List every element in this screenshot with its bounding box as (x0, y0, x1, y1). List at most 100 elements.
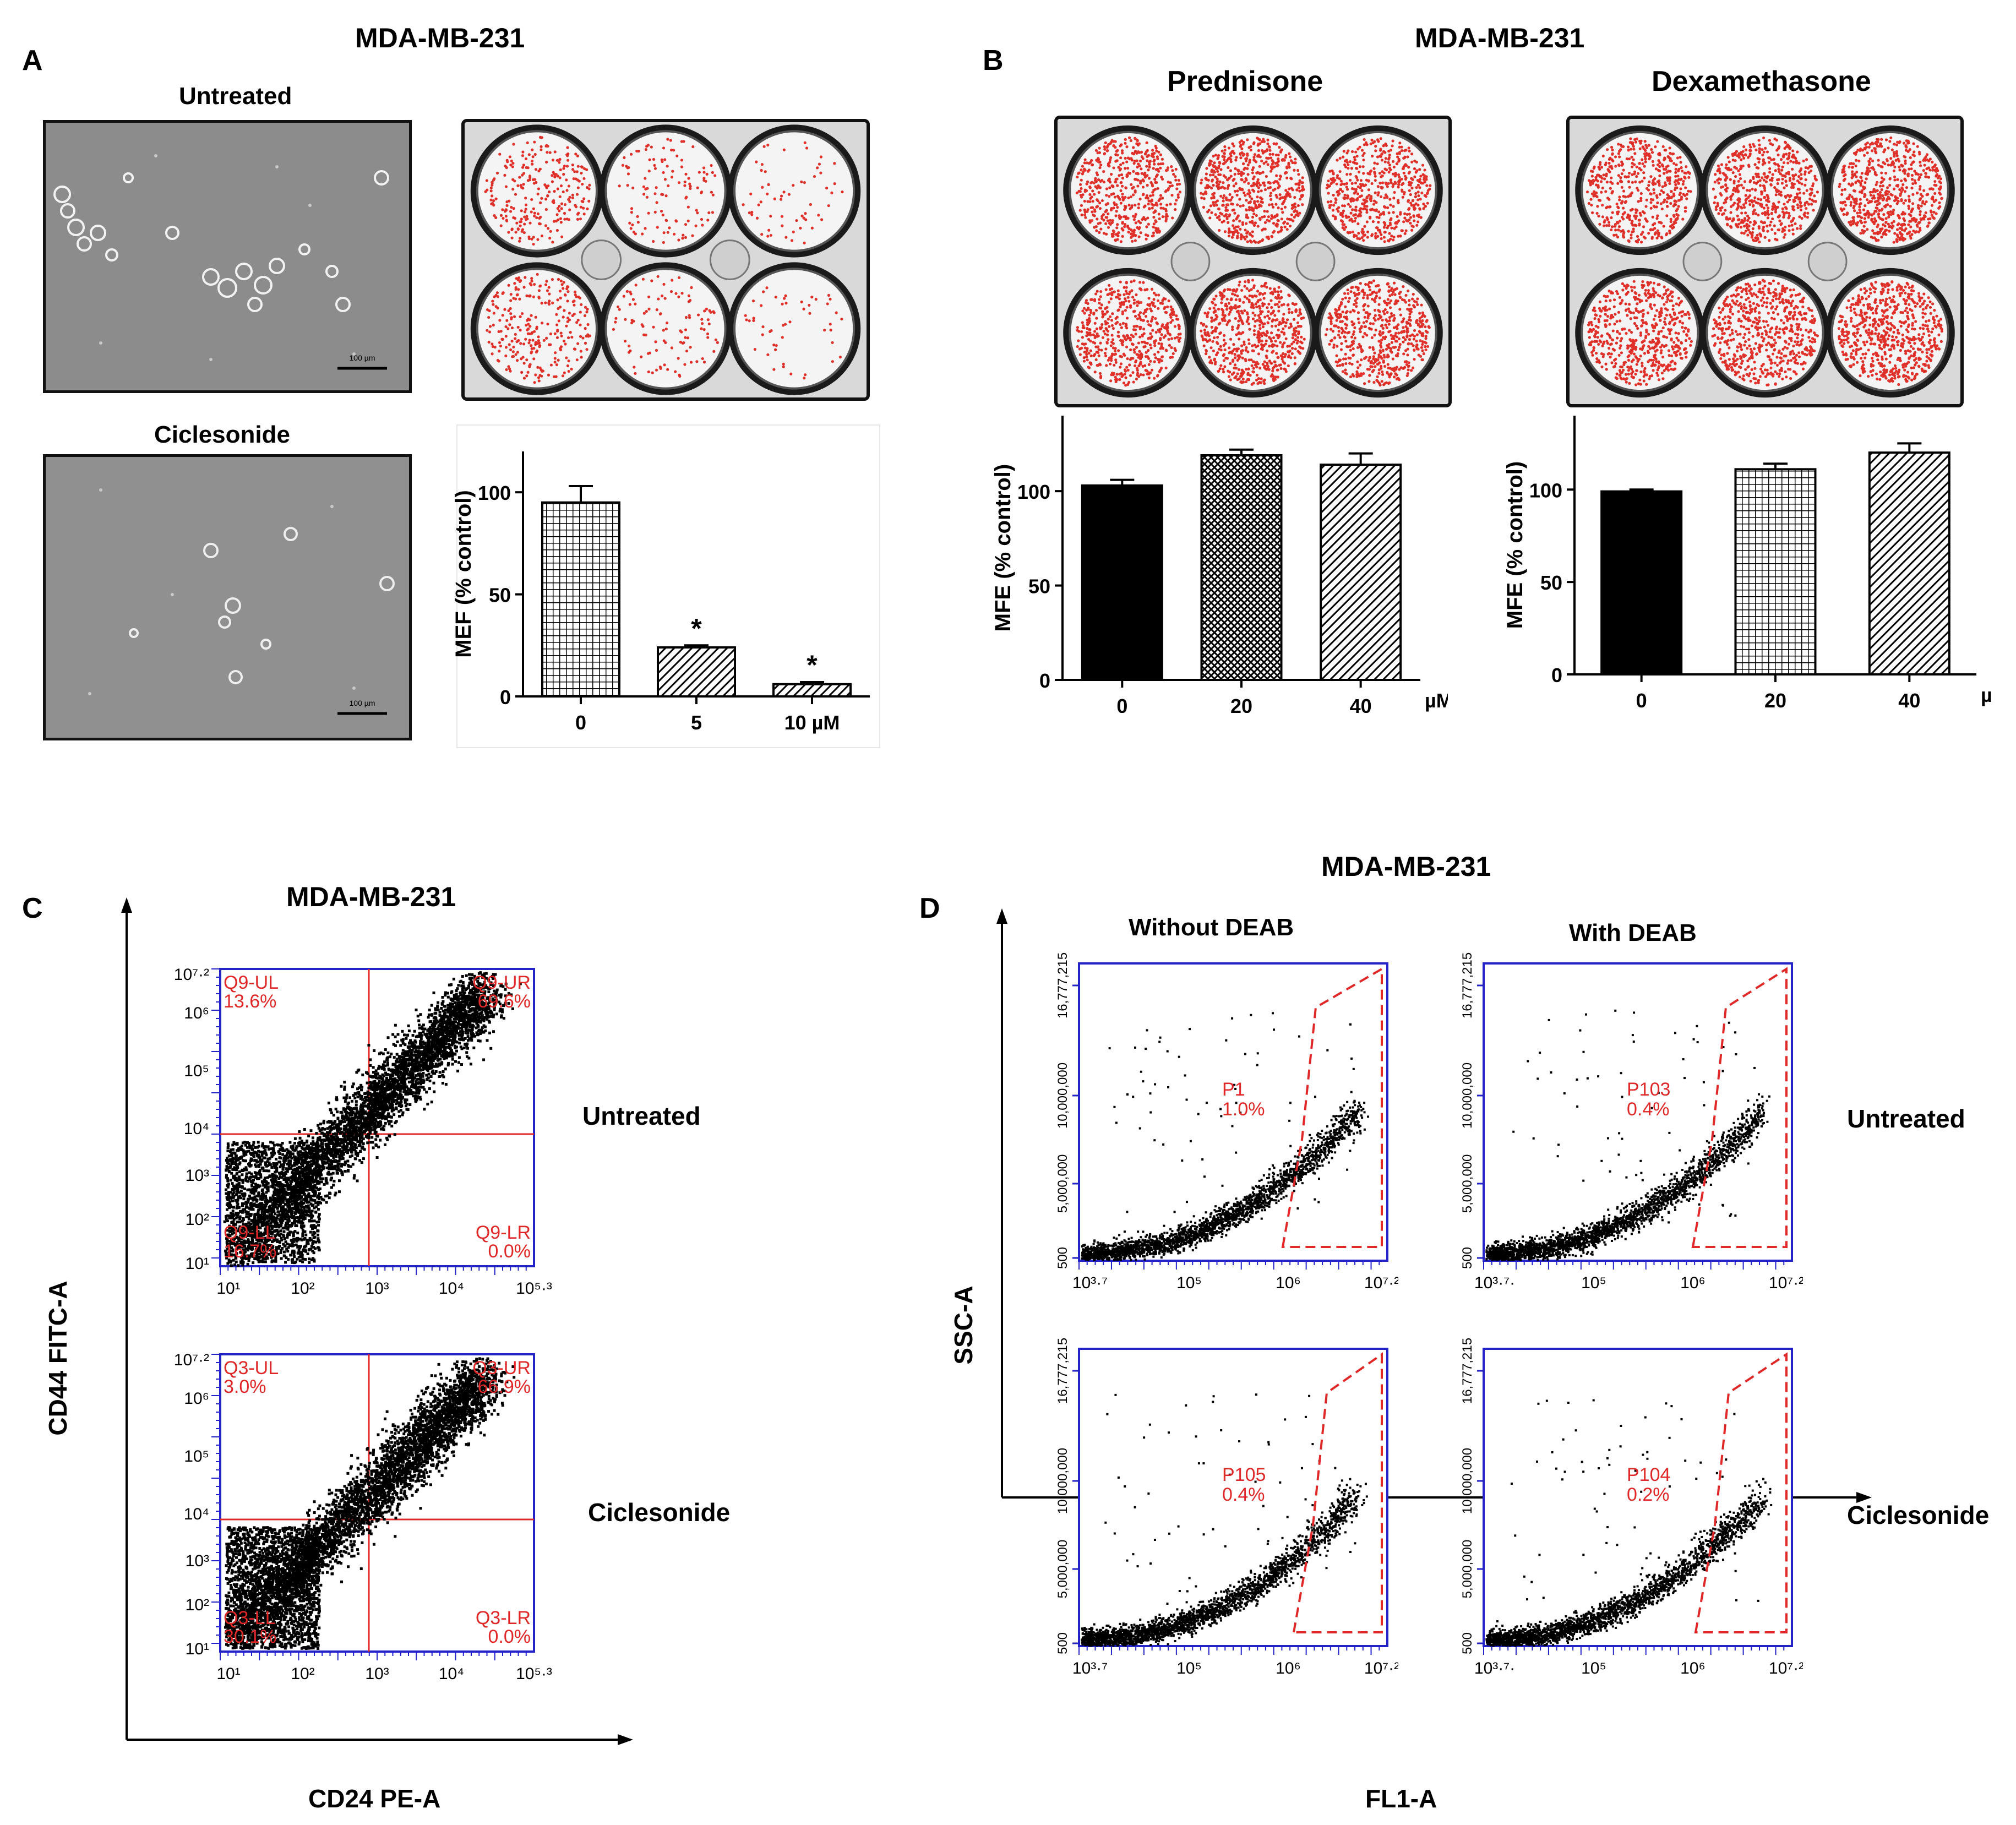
colony (1379, 341, 1383, 345)
colony (1093, 298, 1097, 301)
colony (1269, 217, 1273, 220)
colony (540, 234, 544, 238)
colony (1266, 163, 1269, 166)
colony (1165, 326, 1169, 330)
y-axis-label: MEF (% control) (451, 490, 476, 657)
colony (1650, 236, 1654, 239)
colony (1283, 341, 1286, 345)
colony (1386, 282, 1390, 285)
colony (1263, 184, 1266, 187)
colony (1227, 375, 1231, 378)
colony (1267, 186, 1270, 190)
colony (1277, 157, 1280, 161)
colony (1647, 232, 1650, 235)
colony (1331, 330, 1334, 333)
colony (1228, 346, 1231, 350)
colony (1093, 193, 1096, 196)
colony (1216, 336, 1219, 339)
colony (1642, 171, 1646, 175)
colony (1679, 192, 1682, 195)
colony (1654, 145, 1657, 149)
colony (624, 340, 627, 343)
colony (1083, 210, 1087, 214)
colony (524, 210, 527, 214)
colony (653, 192, 657, 195)
colony (1112, 192, 1115, 195)
colony (1411, 297, 1414, 301)
colony (1779, 157, 1783, 161)
colony (1351, 373, 1354, 376)
colony (1288, 326, 1291, 330)
colony (748, 211, 751, 215)
colony (1202, 205, 1206, 209)
colony (1643, 140, 1647, 143)
colony (1177, 333, 1180, 336)
colony (1228, 156, 1231, 160)
colony (1246, 350, 1250, 353)
colony (1609, 187, 1612, 190)
colony (1235, 347, 1238, 351)
colony (540, 148, 543, 151)
colony (1263, 378, 1266, 382)
colony (808, 303, 811, 307)
colony (1395, 366, 1398, 369)
colony (1421, 340, 1424, 344)
colony (1114, 178, 1118, 181)
colony (1592, 178, 1595, 182)
colony (1170, 184, 1174, 187)
colony (1777, 167, 1780, 171)
colony (1219, 186, 1223, 189)
colony (700, 191, 703, 194)
colony (1666, 164, 1670, 168)
colony (1258, 183, 1262, 187)
colony (782, 365, 785, 368)
colony (1222, 344, 1225, 347)
colony (1289, 325, 1293, 328)
colony (1617, 174, 1620, 177)
colony (1408, 181, 1412, 184)
colony (1146, 155, 1149, 158)
colony (1413, 159, 1416, 163)
colony (1605, 172, 1608, 176)
colony (1200, 322, 1203, 325)
colony (1277, 186, 1280, 189)
colony (1346, 196, 1350, 199)
colony (1252, 286, 1256, 290)
colony (1338, 364, 1342, 367)
colony (1223, 187, 1227, 190)
colony (1206, 340, 1209, 343)
colony (1151, 235, 1154, 238)
colony (1140, 172, 1143, 175)
colony (1397, 199, 1400, 202)
colony (1238, 280, 1241, 284)
colony (1375, 379, 1378, 382)
colony (690, 286, 693, 289)
colony (1361, 165, 1365, 168)
colony (1252, 333, 1256, 336)
colony (1392, 236, 1396, 239)
colony (1266, 306, 1269, 309)
colony (1423, 194, 1426, 197)
colony (1670, 190, 1673, 193)
colony (1229, 337, 1233, 341)
colony (1107, 358, 1110, 362)
colony (1160, 359, 1163, 362)
colony (655, 186, 658, 189)
colony (1224, 302, 1228, 306)
colony (1388, 166, 1392, 170)
colony (1257, 352, 1261, 356)
colony (1673, 199, 1676, 203)
colony (1343, 196, 1346, 199)
colony (1113, 350, 1117, 353)
colony (1338, 156, 1342, 160)
colony (1115, 315, 1119, 319)
colony (1385, 303, 1389, 307)
colony (680, 140, 683, 143)
colony (1288, 155, 1292, 159)
colony (705, 172, 709, 176)
colony (1230, 297, 1233, 301)
colony (536, 273, 539, 276)
colony (494, 216, 498, 220)
colony (1327, 192, 1330, 195)
colony (655, 368, 658, 372)
